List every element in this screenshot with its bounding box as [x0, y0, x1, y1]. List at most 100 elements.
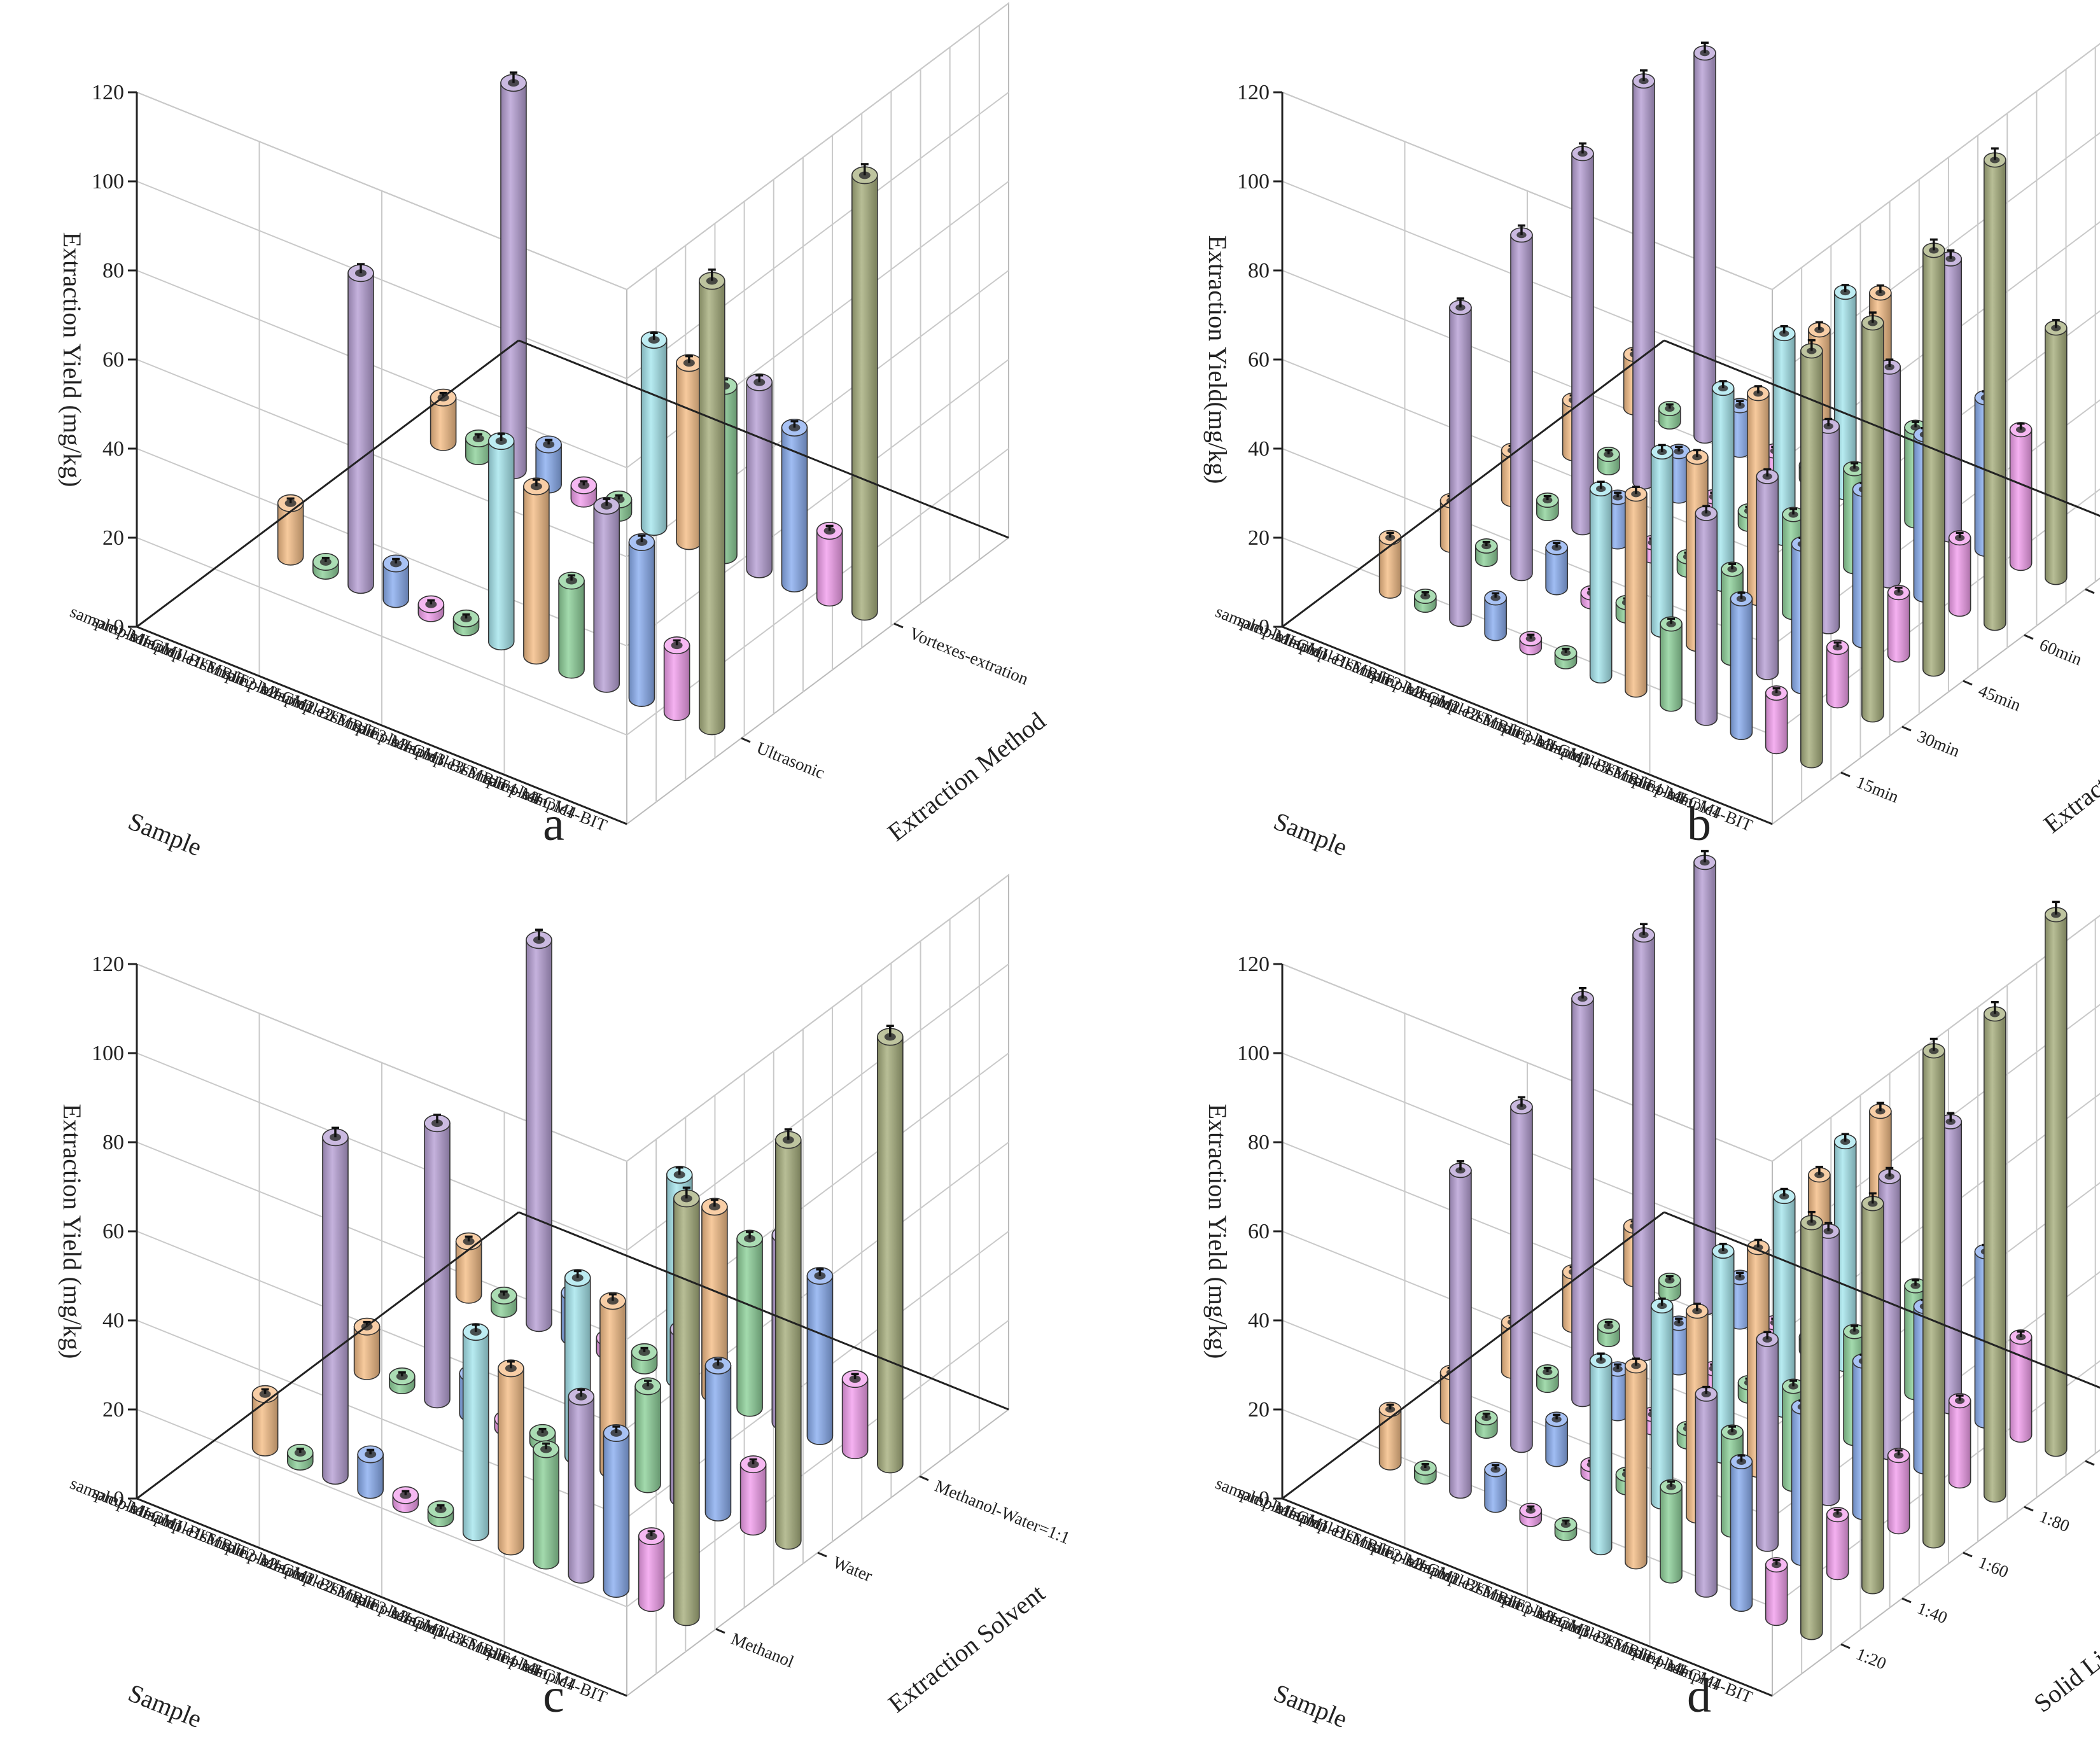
bar — [1413, 588, 1437, 613]
bar — [1632, 923, 1655, 1362]
bar — [806, 1266, 834, 1445]
bar — [1484, 1462, 1507, 1513]
bar — [1939, 1112, 1963, 1415]
bar — [1984, 1001, 2006, 1503]
bar — [424, 1114, 451, 1409]
z-axis-title: Extraction Yield (mg/kg) — [58, 1104, 87, 1359]
bar — [1826, 640, 1849, 709]
chart-panel-d: 020406080100120sample1-MIsample1-CMIsamp… — [1203, 850, 2100, 1733]
x-axis-title: Sample — [1270, 1678, 1351, 1733]
z-tick-label: 0 — [1259, 615, 1270, 639]
bar — [1861, 1192, 1884, 1595]
z-axis-title: Extraction Yield (mg/kg) — [58, 232, 87, 487]
bar — [699, 268, 725, 736]
bar — [417, 595, 445, 622]
z-tick-label: 120 — [1237, 953, 1270, 976]
bar — [490, 1287, 517, 1318]
bar — [1765, 1557, 1788, 1626]
y-tick — [893, 622, 904, 629]
z-tick-label: 40 — [1248, 437, 1270, 461]
bar — [1922, 1037, 1945, 1549]
condition-tick-label: 1:100 — [2098, 1461, 2100, 1493]
condition-tick-label: 30min — [1915, 727, 1963, 761]
bar — [1765, 685, 1788, 755]
bar — [1606, 489, 1629, 550]
z-tick-label: 0 — [113, 615, 124, 639]
bar — [1545, 540, 1568, 596]
bar — [1658, 1272, 1681, 1302]
bar — [673, 1186, 700, 1626]
x-axis-title: Sample — [124, 1678, 206, 1733]
bar — [1728, 398, 1751, 458]
bar — [1922, 238, 1945, 677]
y-axis-title: Extraction Method — [882, 706, 1051, 847]
bar — [465, 430, 492, 465]
condition-tick-label: Ultrasonic — [754, 738, 828, 783]
bar — [841, 1370, 869, 1460]
bar — [704, 1356, 732, 1521]
floor-edge-line — [1282, 1211, 1665, 1500]
bar — [1667, 444, 1690, 504]
bar — [640, 331, 668, 536]
bar — [1484, 590, 1507, 641]
x-axis-line — [1282, 626, 1773, 825]
bar — [322, 1126, 349, 1485]
chart-panel-c: 020406080100120sample1-MIsample1-CMIsamp… — [58, 874, 1073, 1733]
z-tick-label: 100 — [1237, 170, 1270, 193]
bar — [1658, 400, 1681, 430]
bar — [1571, 142, 1594, 536]
z-gridline — [136, 874, 1009, 1163]
bar — [1536, 1364, 1559, 1394]
z-tick-label: 80 — [1248, 259, 1270, 283]
bar — [1826, 1507, 1849, 1581]
y-axis-title: Extraction Solvent — [883, 1579, 1050, 1718]
bar — [603, 1423, 630, 1598]
floor-edge-line — [136, 339, 519, 628]
bar — [526, 928, 552, 1332]
bar — [1984, 147, 2006, 631]
bar — [1800, 1210, 1823, 1640]
bar — [1597, 446, 1620, 476]
bar — [2009, 1329, 2033, 1443]
bar — [286, 1444, 314, 1471]
z-tick-label: 100 — [92, 170, 124, 193]
bar — [500, 71, 527, 480]
bar — [593, 496, 620, 693]
bar — [523, 477, 550, 665]
bar — [746, 373, 773, 578]
z-tick-label: 80 — [102, 1131, 124, 1154]
bar — [628, 533, 655, 707]
z-gridline — [136, 270, 1009, 558]
y-tick — [1840, 1643, 1851, 1649]
z-tick-label: 120 — [92, 953, 124, 976]
bar — [877, 1024, 904, 1474]
z-tick-label: 20 — [1248, 526, 1270, 550]
bar — [1519, 631, 1543, 655]
bar — [1554, 1516, 1578, 1541]
bar — [430, 388, 457, 451]
condition-tick-label: 15min — [1854, 773, 1902, 807]
z-gridline — [136, 92, 1009, 380]
panel-label: a — [543, 797, 564, 851]
bar — [1632, 69, 1655, 490]
bar — [570, 476, 598, 508]
bar — [533, 1440, 559, 1570]
bar — [455, 1232, 482, 1304]
bar — [736, 1229, 763, 1417]
bar — [1474, 538, 1498, 568]
condition-tick-label: 1:20 — [1854, 1644, 1889, 1674]
bar — [498, 1359, 524, 1556]
bar — [452, 609, 480, 636]
bar — [568, 1387, 595, 1584]
bar — [2045, 900, 2068, 1457]
bar — [392, 1486, 419, 1513]
x-axis-line — [136, 626, 627, 825]
bar — [739, 1455, 767, 1536]
bar — [353, 1317, 381, 1380]
bar — [427, 1500, 454, 1527]
bar — [2009, 422, 2033, 571]
bar — [558, 571, 585, 679]
y-tick — [919, 1475, 929, 1481]
condition-tick-label: 1:60 — [1976, 1553, 2012, 1582]
